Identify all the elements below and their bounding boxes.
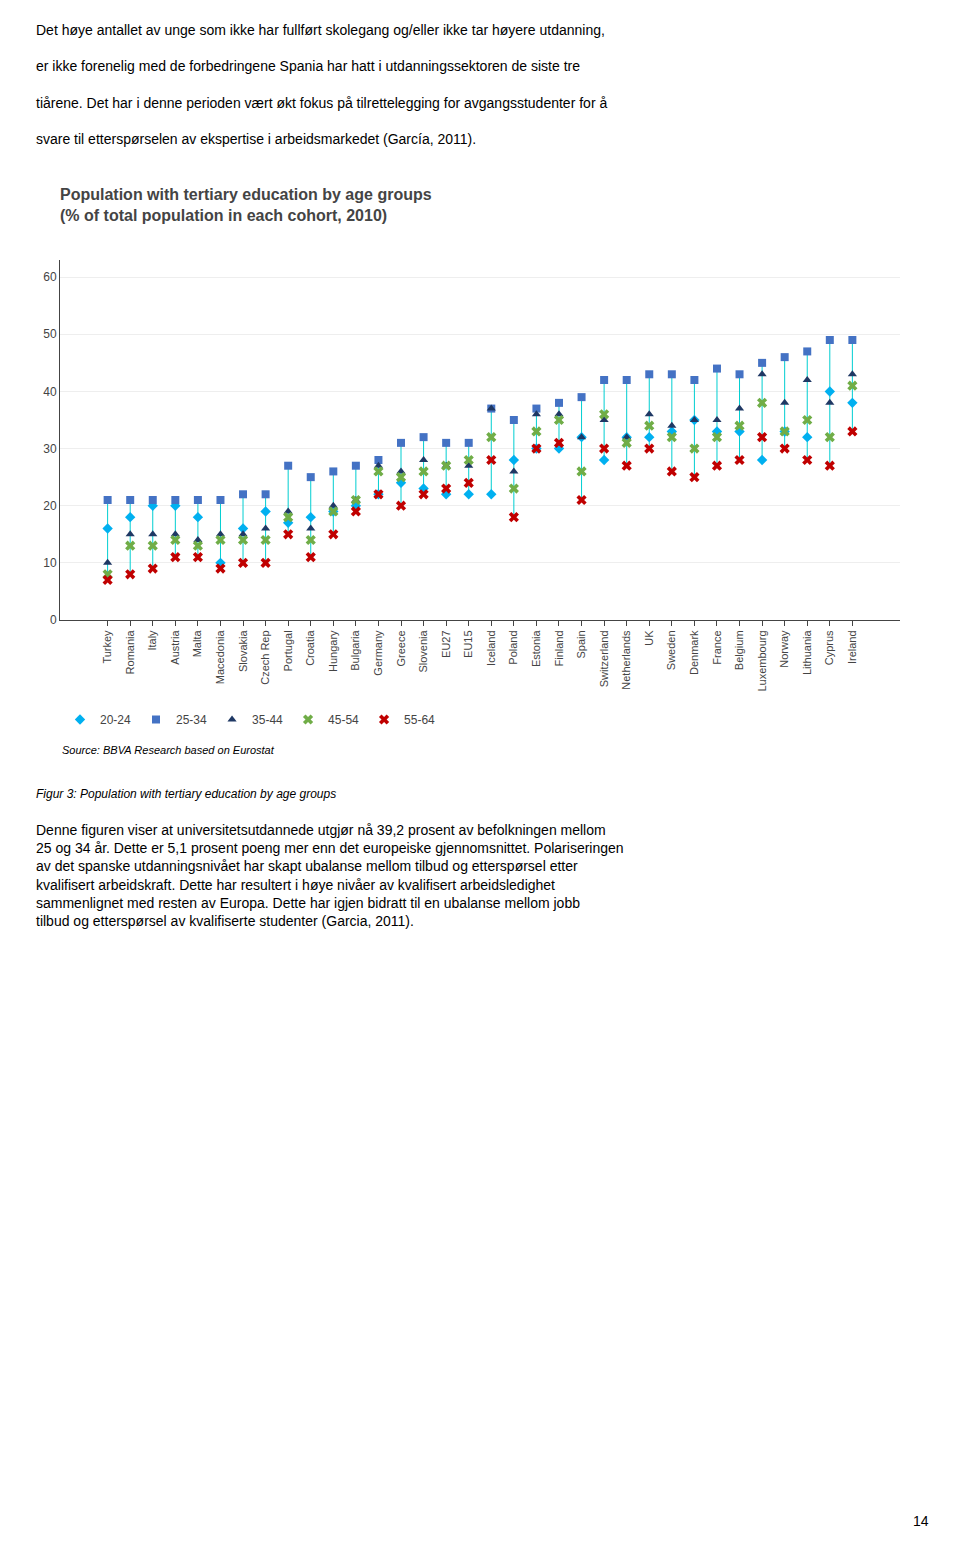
svg-text:Norway: Norway	[778, 630, 790, 668]
svg-text:Cyprus: Cyprus	[823, 630, 835, 665]
svg-text:Turkey: Turkey	[101, 630, 113, 664]
svg-text:Ireland: Ireland	[846, 630, 858, 664]
svg-text:50: 50	[43, 327, 57, 341]
svg-text:Portugal: Portugal	[282, 630, 294, 671]
svg-text:35-44: 35-44	[252, 713, 283, 727]
svg-text:Netherlands: Netherlands	[620, 630, 632, 690]
svg-text:Iceland: Iceland	[485, 630, 497, 665]
svg-text:Austria: Austria	[169, 630, 181, 665]
svg-text:0: 0	[50, 613, 57, 627]
svg-text:40: 40	[43, 385, 57, 399]
svg-text:Romania: Romania	[124, 630, 136, 675]
svg-text:Switzerland: Switzerland	[598, 630, 610, 687]
svg-text:10: 10	[43, 556, 57, 570]
svg-text:Denmark: Denmark	[688, 630, 700, 675]
svg-text:Bulgaria: Bulgaria	[349, 630, 361, 671]
svg-text:Macedonia: Macedonia	[214, 630, 226, 685]
svg-text:25-34: 25-34	[176, 713, 207, 727]
svg-text:Germany: Germany	[372, 630, 384, 676]
svg-text:Hungary: Hungary	[327, 630, 339, 672]
svg-text:Croatia: Croatia	[304, 630, 316, 666]
svg-text:Source: BBVA Research based on: Source: BBVA Research based on Eurostat	[62, 744, 275, 756]
svg-text:UK: UK	[643, 630, 655, 646]
svg-text:Malta: Malta	[191, 630, 203, 658]
svg-text:Lithuania: Lithuania	[801, 630, 813, 676]
svg-text:Czech Rep: Czech Rep	[259, 630, 271, 684]
svg-text:Figur 3: Population with terti: Figur 3: Population with tertiary educat…	[36, 787, 336, 801]
svg-text:Luxembourg: Luxembourg	[756, 630, 768, 691]
svg-text:Estonia: Estonia	[530, 630, 542, 668]
svg-text:20: 20	[43, 499, 57, 513]
svg-text:Slovakia: Slovakia	[237, 630, 249, 672]
svg-text:14: 14	[913, 1513, 929, 1529]
svg-text:45-54: 45-54	[328, 713, 359, 727]
svg-text:Belgium: Belgium	[733, 630, 745, 670]
svg-text:Population with tertiary educa: Population with tertiary education by ag…	[60, 186, 432, 224]
svg-text:EU27: EU27	[440, 630, 452, 658]
svg-text:55-64: 55-64	[404, 713, 435, 727]
svg-text:30: 30	[43, 442, 57, 456]
svg-text:Italy: Italy	[146, 630, 158, 651]
svg-text:Denne figuren viser at univers: Denne figuren viser at universitetsutdan…	[36, 822, 624, 929]
svg-text:20-24: 20-24	[100, 713, 131, 727]
svg-text:France: France	[711, 630, 723, 664]
svg-text:EU15: EU15	[462, 630, 474, 658]
svg-text:60: 60	[43, 270, 57, 284]
svg-text:Finland: Finland	[553, 630, 565, 666]
svg-text:Det høye antallet av unge som: Det høye antallet av unge som ikke har f…	[36, 22, 607, 147]
svg-text:Spain: Spain	[575, 630, 587, 658]
svg-text:Sweden: Sweden	[665, 630, 677, 670]
svg-text:Greece: Greece	[395, 630, 407, 666]
svg-text:Poland: Poland	[507, 630, 519, 664]
svg-text:Slovenia: Slovenia	[417, 630, 429, 673]
